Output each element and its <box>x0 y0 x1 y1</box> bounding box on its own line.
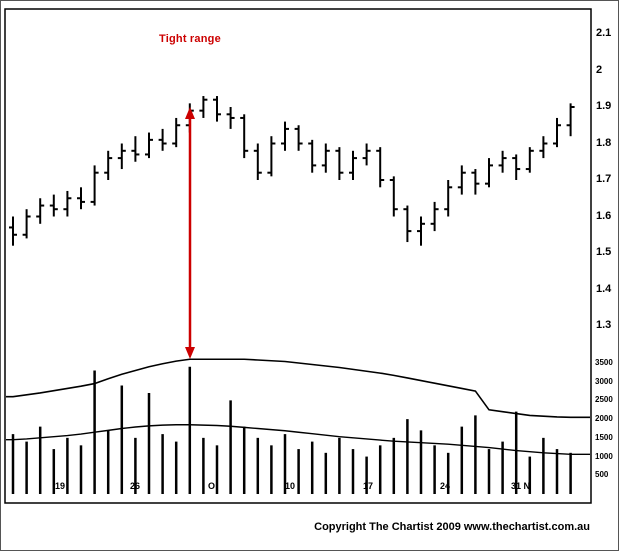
chart-frame <box>4 8 592 504</box>
volume-ma-upper-line <box>6 358 590 419</box>
volume-ma-lower-line <box>6 424 590 456</box>
arrow-head-up-icon <box>185 107 195 119</box>
tight-range-annotation: Tight range <box>159 33 221 45</box>
copyright-text: Copyright The Chartist 2009 www.thechart… <box>314 521 590 533</box>
arrow-head-down-icon <box>185 347 195 359</box>
